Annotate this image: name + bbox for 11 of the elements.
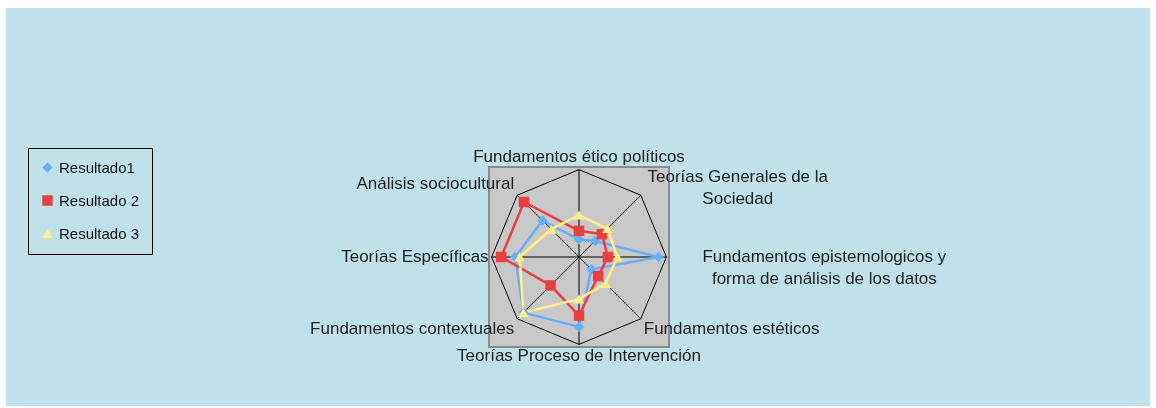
spoke-label: Teorías Proceso de Intervención: [457, 346, 701, 366]
legend-label: Resultado 3: [59, 224, 140, 242]
spoke-label: Fundamentos contextuales: [310, 318, 515, 338]
spoke-label: Fundamentos ético políticos: [473, 146, 685, 166]
spoke-label: Fundamentos estéticos: [643, 318, 820, 338]
spoke-label: Análisis sociocultural: [356, 174, 515, 194]
legend-label: Resultado1: [59, 158, 135, 176]
legend-label: Resultado 2: [59, 191, 140, 209]
spoke-label: Teorías Específicas: [341, 247, 489, 266]
spoke-label: Fundamentos epistemologicos y forma de análisis de los datos: [702, 247, 947, 288]
spoke-label: Teorías Generales de la Sociedad: [647, 167, 829, 209]
